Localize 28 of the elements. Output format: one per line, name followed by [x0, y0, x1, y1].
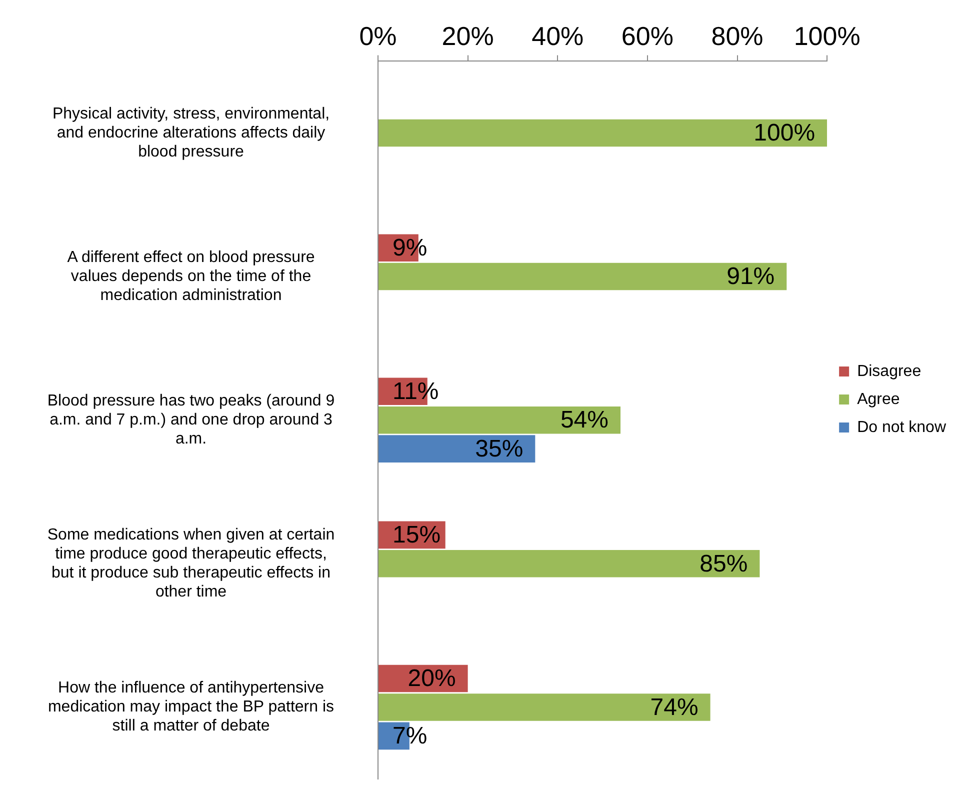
x-tick-label: 20%: [442, 20, 494, 51]
x-tick-label: 60%: [621, 20, 674, 51]
data-label: 15%: [392, 522, 441, 549]
bar: [378, 406, 620, 434]
x-tick-label: 100%: [794, 20, 860, 51]
legend-label: Agree: [857, 390, 900, 408]
legend-label: Disagree: [857, 362, 922, 380]
bar: [378, 550, 760, 578]
bar: [378, 435, 536, 462]
data-label: 54%: [560, 406, 609, 434]
y-tick-label: Some medications when given at certain time produce good therapeutic effects, but it produce sub therapeutic effects in other time: [47, 526, 335, 601]
bar: [378, 262, 787, 290]
y-tick-label: Blood pressure has two peaks (around 9 a.m. and 7 p.m.) and one drop around 3 a.m.: [47, 392, 335, 448]
data-label: 91%: [726, 263, 775, 290]
x-tick-label: 80%: [711, 20, 764, 51]
y-tick-label: Physical activity, stress, environmental, and endocrine alterations affects daily blood pressure: [52, 105, 330, 160]
x-tick-label: 0%: [359, 20, 397, 51]
data-label: 100%: [754, 120, 816, 147]
x-tick-label: 40%: [532, 20, 584, 51]
legend-label: Do not know: [857, 418, 946, 436]
y-tick-label: A different effect on blood pressure values depends on the time of the medication administration: [67, 248, 315, 304]
data-label: 85%: [700, 550, 748, 578]
bar: [378, 119, 828, 147]
bar: [378, 694, 710, 721]
data-label: 35%: [475, 435, 524, 462]
data-label: 74%: [650, 694, 698, 721]
y-tick-label: How the influence of antihypertensive medication may impact the BP pattern is still a matter of debate: [48, 680, 334, 735]
data-label: 20%: [408, 665, 456, 692]
